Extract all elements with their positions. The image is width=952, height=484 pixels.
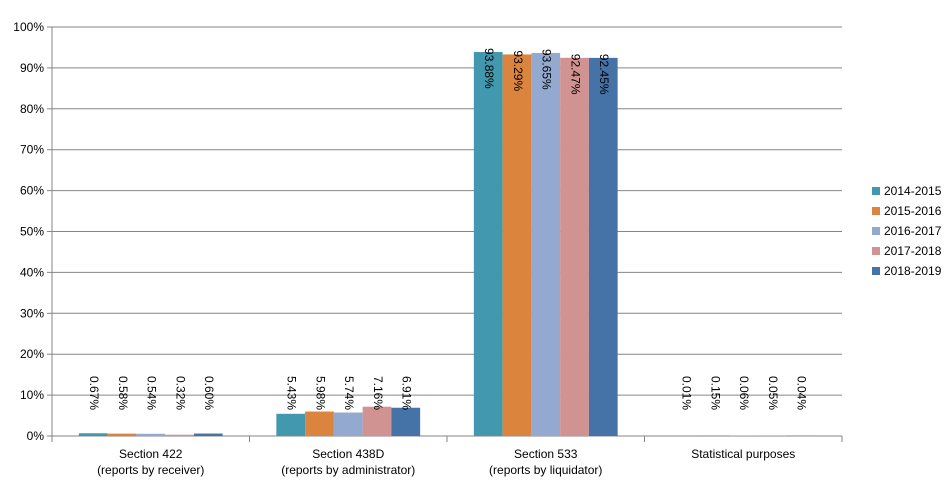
data-label: 0.06% xyxy=(737,376,751,410)
data-label: 0.15% xyxy=(708,376,722,410)
bar xyxy=(391,407,421,436)
axes: 0% 10% 20% 30% 40% 50% 60% 70% 80% 90% 100% Section… xyxy=(13,20,843,477)
y-tick-label: 90% xyxy=(20,61,44,75)
x-category-label: Statistical purposes xyxy=(691,447,795,461)
bar xyxy=(333,412,363,436)
data-label: 7.16% xyxy=(371,376,385,410)
legend-swatch xyxy=(872,187,880,195)
legend-label: 2015-2016 xyxy=(884,204,942,218)
x-category-label: Section 438D (reports by administrator) xyxy=(281,447,415,477)
data-label: 6.91% xyxy=(400,376,414,410)
y-tick-label: 70% xyxy=(20,143,44,157)
x-category-label-line: (reports by administrator) xyxy=(281,463,415,477)
y-tick-label: 0% xyxy=(27,429,45,443)
legend: 2014-2015 2015-2016 2016-2017 2017-2018 2018… xyxy=(872,184,942,278)
x-category-label-line: Statistical purposes xyxy=(691,447,795,461)
legend-swatch xyxy=(872,247,880,255)
data-labels: 0.67% 0.58% 0.54% 0.32% 0.60% 5.43% 5.98% 5.74%… xyxy=(87,48,809,410)
x-category-label: Section 422 (reports by receiver) xyxy=(97,447,204,477)
data-label: 0.67% xyxy=(87,376,101,410)
legend-label: 2014-2015 xyxy=(884,184,942,198)
x-category-label-line: Section 533 xyxy=(514,447,578,461)
x-category-label-line: (reports by receiver) xyxy=(97,463,204,477)
x-category-label-line: Section 422 xyxy=(119,447,183,461)
bar xyxy=(276,413,306,436)
y-tick-label: 60% xyxy=(20,184,44,198)
data-label: 0.58% xyxy=(116,376,130,410)
data-label: 92.45% xyxy=(597,54,611,95)
data-label: 0.60% xyxy=(202,376,216,410)
bar xyxy=(560,57,589,436)
data-label: 93.29% xyxy=(511,50,525,91)
bar xyxy=(531,52,561,437)
y-tick-label: 50% xyxy=(20,225,44,239)
bar xyxy=(78,433,108,436)
bar xyxy=(136,433,166,436)
data-label: 5.43% xyxy=(285,376,299,410)
legend-swatch xyxy=(872,267,880,275)
data-label: 0.54% xyxy=(145,376,159,410)
y-tick-label: 30% xyxy=(20,306,44,320)
bar xyxy=(193,433,223,436)
bar xyxy=(362,406,392,436)
bar xyxy=(502,54,532,436)
y-tick-label: 40% xyxy=(20,265,44,279)
legend-swatch xyxy=(872,207,880,215)
y-tick-label: 100% xyxy=(13,20,44,34)
legend-label: 2017-2018 xyxy=(884,244,942,258)
gridlines xyxy=(52,26,842,396)
bar xyxy=(700,435,729,436)
bar xyxy=(588,57,618,436)
data-label: 5.98% xyxy=(313,376,327,410)
x-category-label-line: (reports by liquidator) xyxy=(489,463,602,477)
bar xyxy=(165,434,194,436)
legend-label: 2018-2019 xyxy=(884,264,942,278)
bars xyxy=(78,52,816,437)
data-label: 0.01% xyxy=(680,376,694,410)
y-tick-label: 10% xyxy=(20,388,44,402)
bar xyxy=(305,411,334,436)
data-label: 93.65% xyxy=(540,49,554,90)
x-category-label-line: Section 438D xyxy=(312,447,384,461)
x-category-label: Section 533 (reports by liquidator) xyxy=(489,447,602,477)
y-tick-label: 80% xyxy=(20,102,44,116)
bar xyxy=(473,52,503,437)
bar xyxy=(107,433,137,436)
data-label: 5.74% xyxy=(342,376,356,410)
data-label: 92.47% xyxy=(568,54,582,95)
legend-swatch xyxy=(872,227,880,235)
legend-label: 2016-2017 xyxy=(884,224,942,238)
data-label: 0.04% xyxy=(795,376,809,410)
data-label: 0.32% xyxy=(173,376,187,410)
data-label: 0.05% xyxy=(766,376,780,410)
data-label: 93.88% xyxy=(482,48,496,89)
y-tick-label: 20% xyxy=(20,347,44,361)
